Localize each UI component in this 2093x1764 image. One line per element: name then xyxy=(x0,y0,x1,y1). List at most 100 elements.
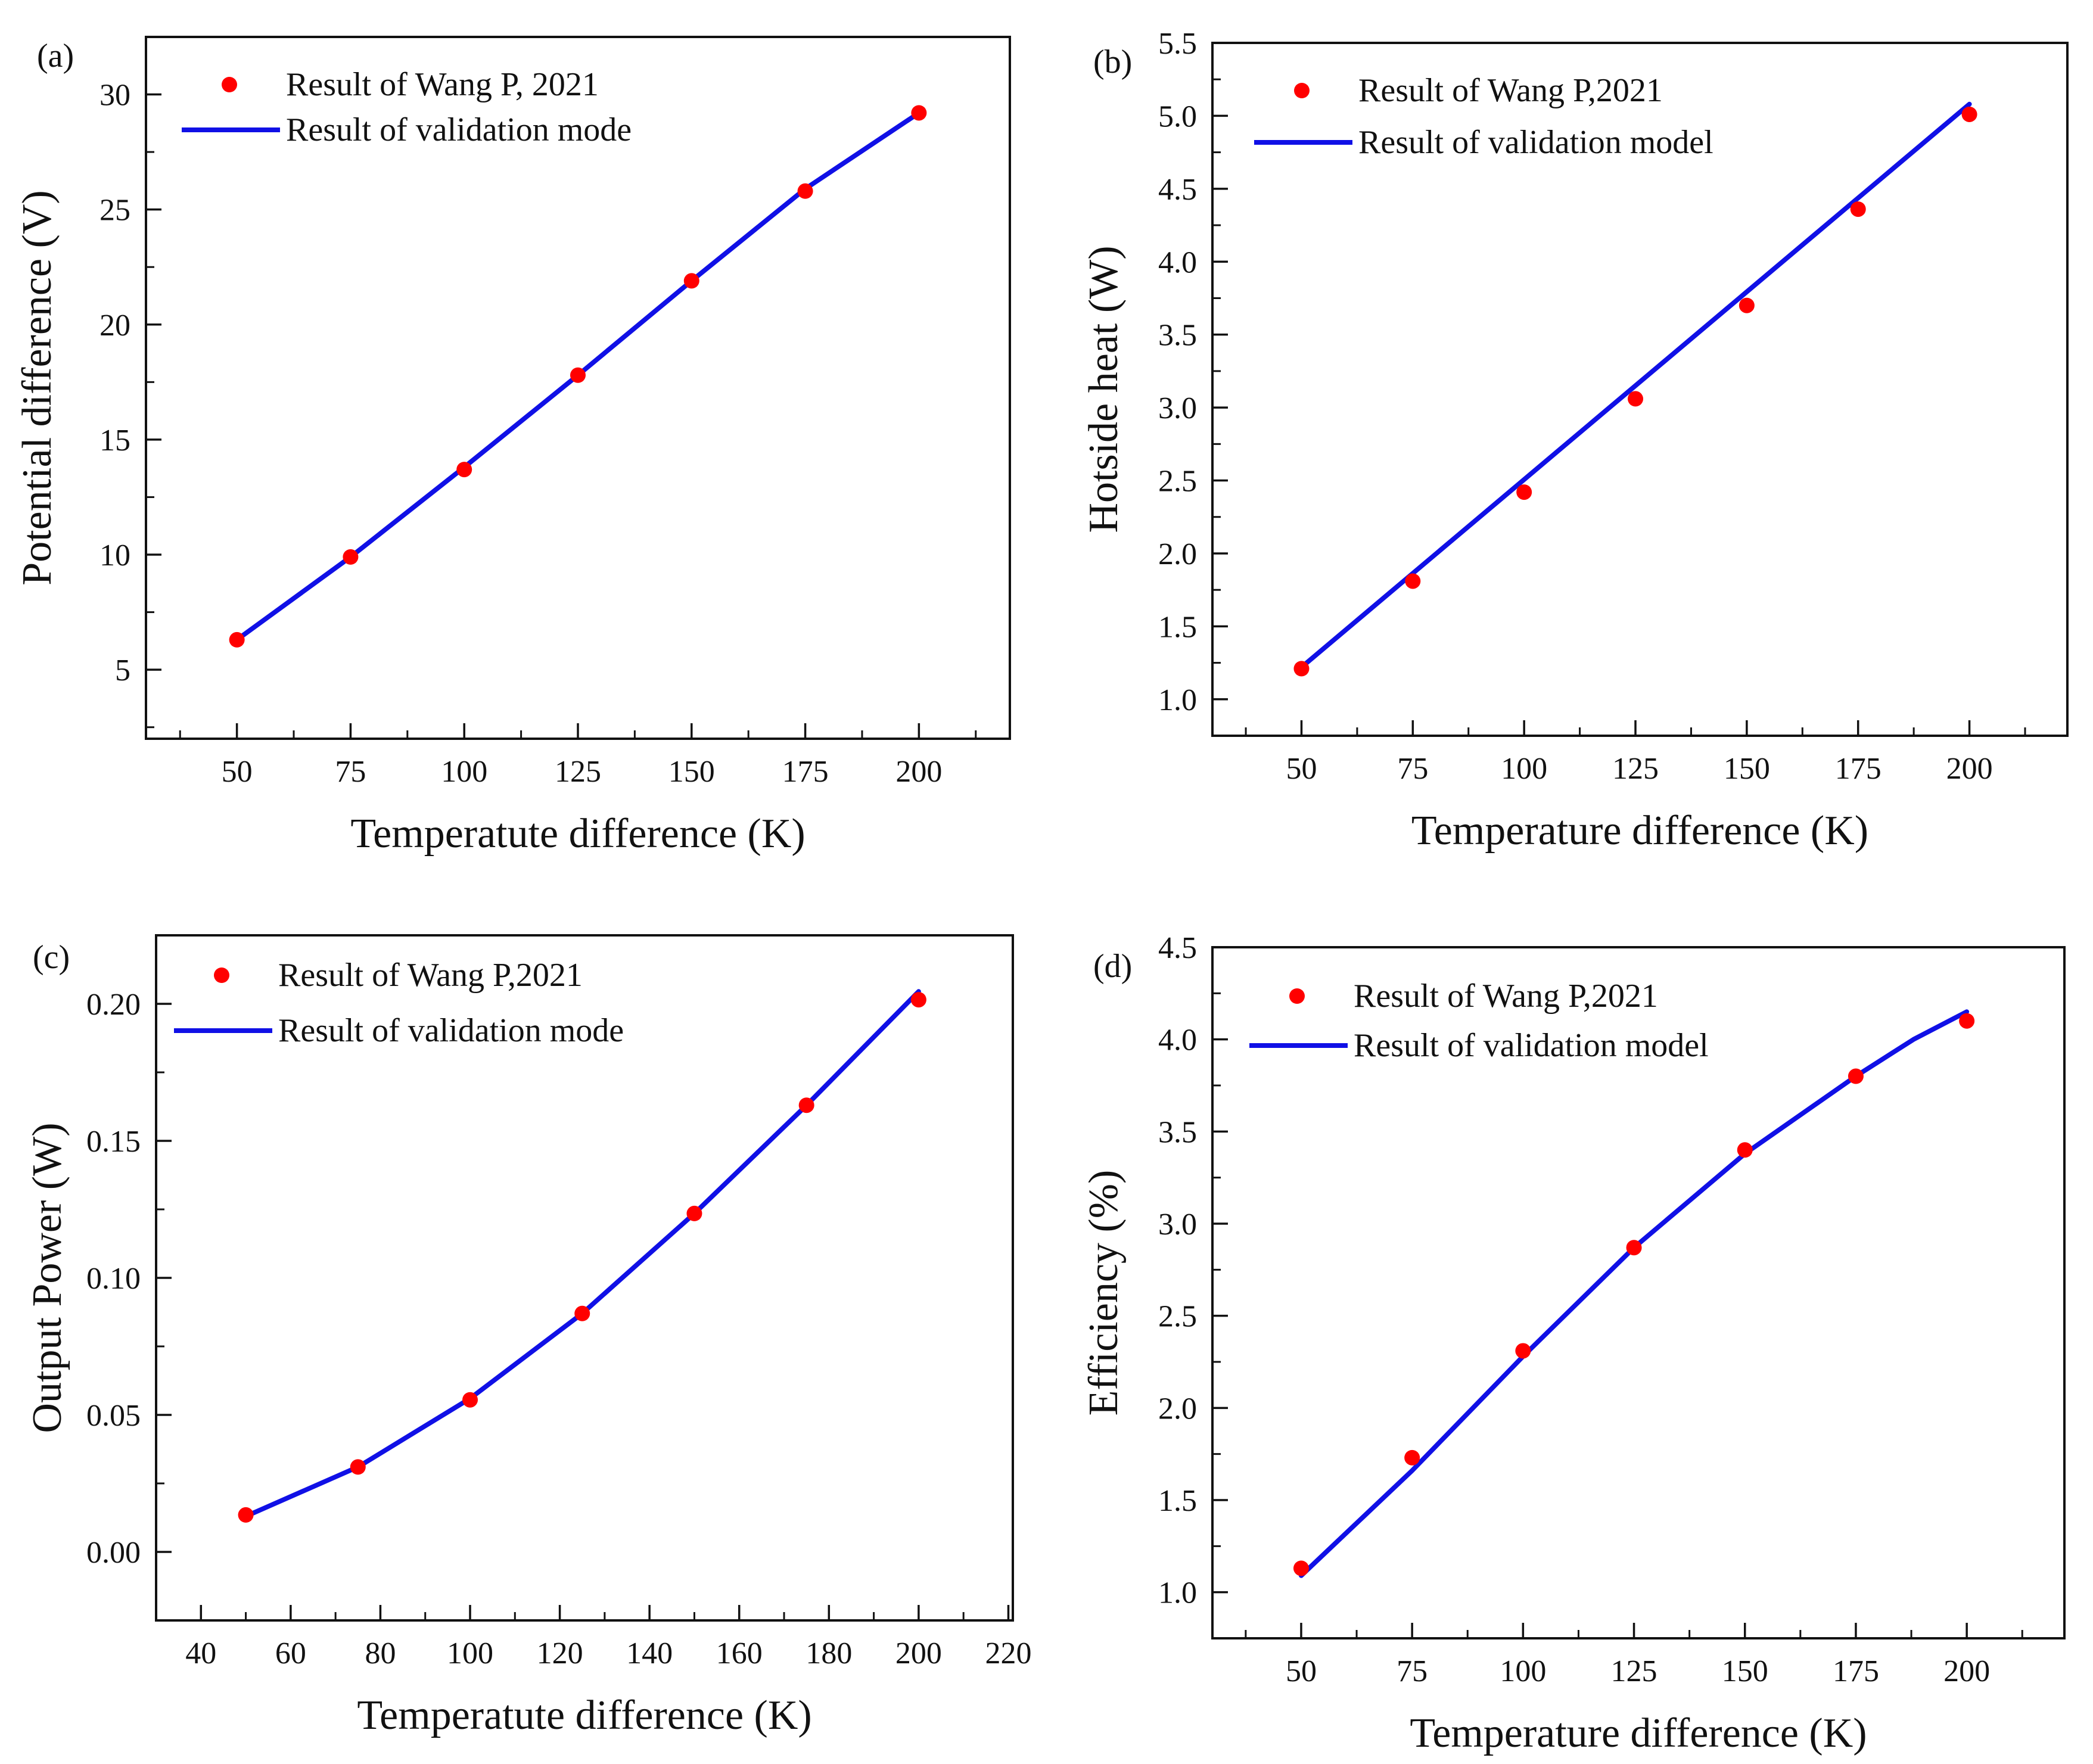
data-point-wang xyxy=(570,367,586,383)
x-tick-label: 40 xyxy=(185,1637,216,1670)
y-tick-label: 0.00 xyxy=(86,1536,141,1570)
y-tick-label: 4.5 xyxy=(1158,173,1197,207)
data-point-wang xyxy=(574,1305,590,1321)
y-tick-label: 25 xyxy=(99,194,130,228)
x-tick-label: 75 xyxy=(335,755,366,789)
y-tick-label: 2.5 xyxy=(1158,465,1197,499)
x-tick-label: 175 xyxy=(1833,1654,1879,1688)
y-tick-label: 15 xyxy=(99,424,130,458)
x-tick-label: 100 xyxy=(447,1637,493,1670)
x-tick-label: 150 xyxy=(1724,752,1770,786)
x-tick-label: 100 xyxy=(1501,752,1547,786)
x-tick-label: 200 xyxy=(895,755,942,789)
data-point-wang xyxy=(1739,297,1755,313)
data-point-wang xyxy=(1293,1560,1309,1576)
legend-marker-scatter xyxy=(1294,83,1310,98)
legend-label-scatter: Result of Wang P,2021 xyxy=(1354,978,1658,1015)
x-tick-label: 125 xyxy=(1611,1654,1657,1688)
data-point-wang xyxy=(1405,573,1421,589)
y-tick-label: 2.0 xyxy=(1158,537,1197,571)
data-point-wang xyxy=(1848,1068,1864,1084)
x-tick-label: 125 xyxy=(555,755,601,789)
y-axis-title: Efficiency (%) xyxy=(1081,1170,1127,1416)
data-point-wang xyxy=(1515,1343,1531,1359)
plot-frame xyxy=(1211,946,2066,1639)
y-tick-label: 4.0 xyxy=(1158,1023,1197,1057)
x-tick-label: 160 xyxy=(716,1637,763,1670)
data-point-wang xyxy=(229,631,245,648)
x-tick-label: 150 xyxy=(1722,1654,1768,1688)
legend: Result of Wang P, 2021 Result of validati… xyxy=(182,66,632,148)
data-point-wang xyxy=(797,183,813,199)
x-tick-label: 100 xyxy=(1500,1654,1546,1688)
x-axis-title: Temperatute difference (K) xyxy=(350,811,805,857)
data-point-wang xyxy=(1404,1449,1420,1466)
y-tick-label: 4.0 xyxy=(1158,245,1197,279)
data-point-wang xyxy=(1293,661,1310,677)
y-tick-label: 5.5 xyxy=(1158,27,1197,61)
panel-label: (b) xyxy=(1093,43,1132,80)
data-point-wang xyxy=(1626,1240,1642,1256)
data-point-wang xyxy=(238,1507,254,1523)
y-tick-label: 1.5 xyxy=(1158,610,1197,644)
x-axis-title: Temperatute difference (K) xyxy=(357,1693,811,1738)
x-tick-label: 200 xyxy=(1946,752,1993,786)
chart-panel-c: 40 60 80 100 120 140 160 180 200 220 0.00 0.05 0.10 0… xyxy=(24,934,1031,1738)
x-tick-label: 200 xyxy=(1943,1654,1990,1688)
legend-label-line: Result of validation mode xyxy=(278,1012,624,1049)
panel-label: (a) xyxy=(37,38,74,74)
y-tick-label: 0.15 xyxy=(86,1125,141,1159)
data-point-wang xyxy=(1516,484,1532,500)
x-tick-label: 200 xyxy=(895,1637,942,1670)
series-line-validation xyxy=(243,989,921,1519)
x-tick-label: 50 xyxy=(1286,752,1317,786)
x-tick-label: 50 xyxy=(1286,1654,1317,1688)
legend-label-line: Result of validation model xyxy=(1358,124,1713,161)
plot-frame xyxy=(1211,42,2069,737)
y-tick-label: 0.05 xyxy=(86,1399,141,1433)
data-point-wang xyxy=(1737,1142,1753,1158)
data-point-wang xyxy=(462,1392,478,1408)
x-tick-label: 100 xyxy=(441,755,487,789)
legend: Result of Wang P,2021 Result of validatio… xyxy=(1249,978,1709,1064)
y-tick-label: 20 xyxy=(99,309,130,343)
y-tick-label: 3.0 xyxy=(1158,1208,1197,1242)
legend-label-scatter: Result of Wang P,2021 xyxy=(278,957,583,994)
y-tick-label: 2.0 xyxy=(1158,1392,1197,1426)
chart-panel-a: 50 75 100 125 150 175 200 5 10 15 20 25 30 Temperatut… xyxy=(14,36,1011,857)
legend: Result of Wang P,2021 Result of validatio… xyxy=(174,957,624,1049)
y-tick-label: 3.5 xyxy=(1158,319,1197,353)
y-axis-title: Hotside heat (W) xyxy=(1081,245,1127,533)
x-tick-label: 180 xyxy=(806,1637,852,1670)
panel-label: (d) xyxy=(1093,948,1132,985)
y-tick-label: 5.0 xyxy=(1158,99,1197,133)
x-tick-label: 50 xyxy=(222,755,253,789)
y-tick-label: 10 xyxy=(99,539,130,573)
data-point-wang xyxy=(683,273,699,289)
legend-label-scatter: Result of Wang P,2021 xyxy=(1358,72,1663,109)
legend-marker-scatter xyxy=(214,967,229,983)
x-tick-label: 125 xyxy=(1612,752,1659,786)
series-line-validation xyxy=(1299,1009,1970,1578)
y-axis-title: Potential difference (V) xyxy=(14,190,60,585)
x-tick-label: 120 xyxy=(537,1637,583,1670)
y-tick-label: 3.0 xyxy=(1158,391,1197,425)
y-tick-label: 1.0 xyxy=(1158,1576,1197,1610)
x-tick-label: 175 xyxy=(1835,752,1881,786)
legend: Result of Wang P,2021 Result of validatio… xyxy=(1254,72,1713,161)
data-point-wang xyxy=(798,1097,814,1113)
data-point-wang xyxy=(686,1205,702,1221)
panel-label: (c) xyxy=(33,939,70,976)
legend-label-line: Result of validation mode xyxy=(286,111,632,148)
y-tick-label: 0.10 xyxy=(86,1262,141,1296)
x-tick-label: 75 xyxy=(1397,752,1428,786)
x-tick-label: 60 xyxy=(275,1637,306,1670)
y-tick-label: 1.5 xyxy=(1158,1484,1197,1518)
legend-label-scatter: Result of Wang P, 2021 xyxy=(286,66,599,103)
data-point-wang xyxy=(911,105,927,121)
series-line-validation xyxy=(1299,101,1972,670)
data-point-wang xyxy=(456,462,472,478)
data-point-wang xyxy=(343,549,359,565)
data-point-wang xyxy=(1850,201,1866,217)
